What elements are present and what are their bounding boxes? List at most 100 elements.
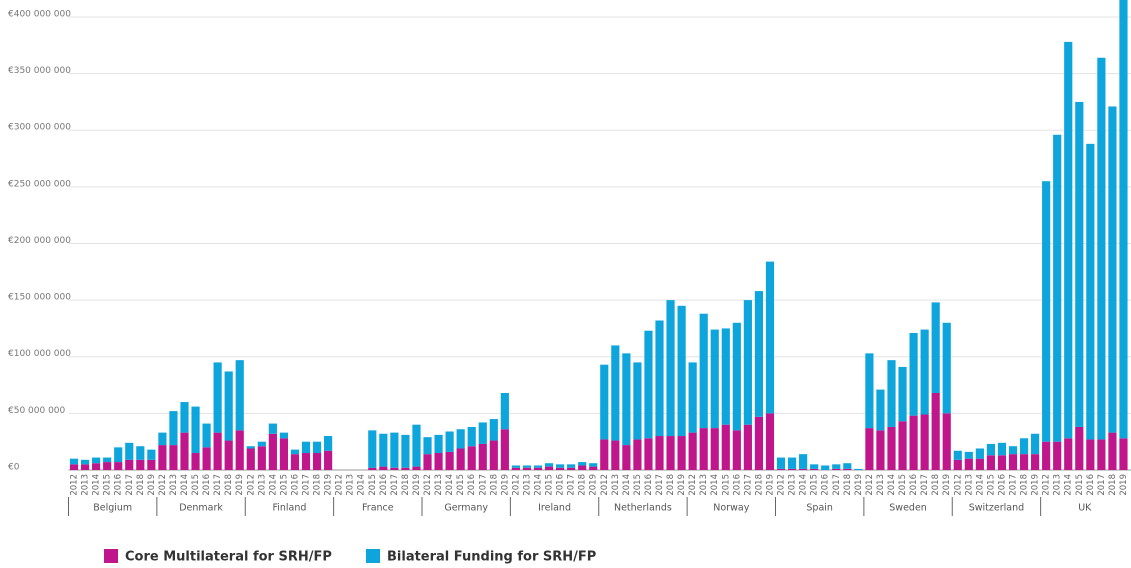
bar-segment <box>611 440 620 470</box>
bar-segment <box>279 432 289 439</box>
bar-segment <box>544 466 554 470</box>
x-tick-label: 2016 <box>290 474 300 496</box>
x-tick-label: 2019 <box>1031 474 1041 496</box>
bar-segment <box>555 467 565 470</box>
x-tick-label: 2016 <box>379 474 389 496</box>
bar-segment <box>1019 454 1029 470</box>
bar-segment <box>843 463 852 469</box>
bar-segment <box>1042 441 1051 470</box>
x-tick-label: 2016 <box>644 474 654 496</box>
x-tick-label: 2017 <box>655 474 665 496</box>
bar-segment <box>445 431 454 452</box>
bar-segment <box>368 430 377 468</box>
bar-segment <box>832 468 841 470</box>
bar-segment <box>456 429 465 449</box>
x-tick-label: 2012 <box>777 474 787 496</box>
x-tick-label: 2014 <box>445 474 455 496</box>
bar-segment <box>765 261 775 414</box>
bar-segment <box>412 424 421 467</box>
x-tick-label: 2018 <box>401 474 411 496</box>
x-tick-label: 2013 <box>81 474 91 496</box>
bar-segment <box>1108 106 1117 433</box>
x-tick-label: 2013 <box>788 474 798 496</box>
bar-segment <box>799 454 808 469</box>
bar-segment <box>511 467 520 470</box>
bar-segment <box>865 428 874 470</box>
x-tick-label: 2012 <box>600 474 610 496</box>
group-label: Ireland <box>538 503 571 514</box>
group-label: UK <box>1078 503 1092 514</box>
x-tick-label: 2017 <box>390 474 400 496</box>
x-tick-label: 2019 <box>500 474 510 496</box>
bar-segment <box>401 467 410 470</box>
bar-segment <box>522 467 532 470</box>
x-tick-label: 2019 <box>854 474 864 496</box>
x-tick-label: 2015 <box>986 474 996 496</box>
bar-segment <box>953 459 962 470</box>
bar-segment <box>489 419 498 441</box>
bar-segment <box>246 448 255 470</box>
bar-segment <box>876 430 885 470</box>
x-tick-label: 2019 <box>765 474 775 496</box>
x-tick-label: 2018 <box>224 474 234 496</box>
bar-segment <box>147 459 156 470</box>
group-label: Spain <box>806 503 833 514</box>
bar-segment <box>136 459 145 470</box>
x-tick-label: 2019 <box>589 474 599 496</box>
bar-segment <box>390 432 399 468</box>
y-tick-label: €0 <box>8 463 20 473</box>
group-label: Belgium <box>93 503 132 514</box>
bar-segment <box>986 443 996 456</box>
bar-segment <box>787 468 797 470</box>
bar-segment <box>1008 446 1018 455</box>
bar-segment <box>1108 432 1117 470</box>
bar-segment <box>1119 0 1128 439</box>
bar-segment <box>235 430 244 470</box>
group-label: Netherlands <box>614 503 672 514</box>
bar-segment <box>567 464 576 468</box>
bar-segment <box>379 466 388 470</box>
bar-segment <box>224 440 233 470</box>
bar-segment <box>887 426 896 470</box>
bar-segment <box>743 424 752 470</box>
x-tick-label: 2014 <box>1064 474 1074 496</box>
x-tick-label: 2012 <box>511 474 521 496</box>
x-tick-label: 2017 <box>302 474 312 496</box>
x-tick-label: 2014 <box>180 474 190 496</box>
bar-segment <box>489 440 498 470</box>
x-tick-label: 2015 <box>545 474 555 496</box>
bar-segment <box>1042 181 1051 442</box>
bar-segment <box>787 457 797 469</box>
group-label: Germany <box>444 503 488 514</box>
bar-segment <box>92 457 101 464</box>
bar-segment <box>312 453 322 470</box>
bar-segment <box>158 445 167 470</box>
x-tick-label: 2016 <box>821 474 831 496</box>
bar-segment <box>931 392 940 470</box>
x-tick-label: 2014 <box>533 474 543 496</box>
bar-segment <box>401 434 410 468</box>
bar-segment <box>301 441 311 454</box>
bar-segment <box>997 442 1007 456</box>
bar-segment <box>953 450 962 460</box>
x-tick-label: 2018 <box>313 474 323 496</box>
x-tick-label: 2018 <box>1020 474 1030 496</box>
bar-segment <box>533 465 543 468</box>
x-tick-label: 2015 <box>898 474 908 496</box>
x-tick-label: 2017 <box>743 474 753 496</box>
y-tick-label: €400 000 000 <box>8 9 71 19</box>
bar-segment <box>522 465 532 468</box>
bar-segment <box>434 453 443 470</box>
x-tick-label: 2016 <box>1086 474 1096 496</box>
x-tick-label: 2014 <box>887 474 897 496</box>
x-tick-label: 2013 <box>434 474 444 496</box>
bar-segment <box>633 362 642 440</box>
x-tick-label: 2012 <box>865 474 875 496</box>
bar-segment <box>423 454 432 470</box>
bar-segment <box>655 436 664 470</box>
bar-segment <box>986 455 996 470</box>
group-label: Switzerland <box>969 503 1024 514</box>
bar-segment <box>942 322 951 414</box>
legend-swatch <box>104 549 118 563</box>
bar-segment <box>544 463 554 467</box>
